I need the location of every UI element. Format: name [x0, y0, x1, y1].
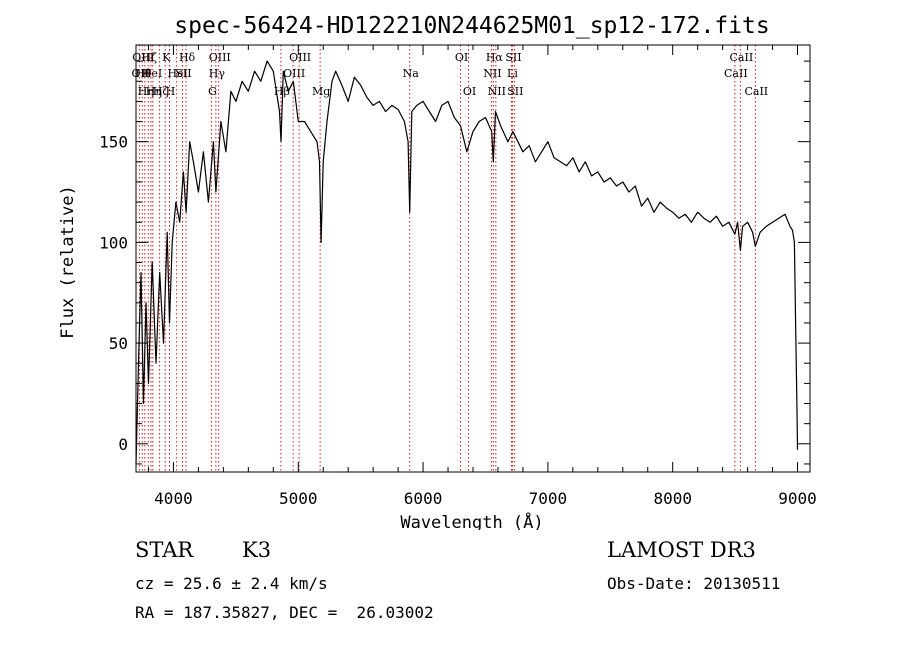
- spectral-line-label: NII: [488, 85, 506, 98]
- spectral-line-label: G: [208, 85, 217, 98]
- y-tick-label: 0: [118, 435, 128, 454]
- y-tick-label: 100: [99, 233, 128, 252]
- x-tick-label: 5000: [279, 489, 318, 508]
- spectral-line-label: Hα: [486, 51, 504, 64]
- spectral-line-label: CaII: [744, 85, 768, 98]
- spectral-line-label: SII: [175, 67, 191, 80]
- y-axis-ticks: 0 50 100 150: [99, 60, 810, 465]
- spectral-line-label: Hη: [138, 85, 154, 98]
- spectral-line-label: OIII: [289, 51, 311, 64]
- spectral-line-label: CaII: [724, 67, 748, 80]
- spectral-line-label: Hζ: [153, 85, 169, 98]
- observation-date: Obs-Date: 20130511: [607, 574, 781, 593]
- y-tick-label: 150: [99, 133, 128, 152]
- spectral-subclass: K3: [242, 538, 272, 562]
- spectral-line-label: OI: [455, 51, 468, 64]
- spectral-line-label: SII: [505, 51, 521, 64]
- spectral-line-label: Mg: [312, 85, 330, 98]
- spectral-line-label: H: [166, 85, 176, 98]
- x-tick-label: 9000: [778, 489, 817, 508]
- spectrum-chart: spec-56424-HD122210N244625M01_sp12-172.f…: [58, 13, 817, 530]
- x-tick-label: 4000: [154, 489, 193, 508]
- y-tick-label: 50: [109, 334, 128, 353]
- spectral-line-label: CaII: [730, 51, 754, 64]
- spectral-line-label: HeI: [142, 67, 162, 80]
- series-group: [135, 60, 799, 464]
- spectral-line-label: Na: [403, 67, 420, 80]
- spectral-line-label: Hβ: [274, 85, 290, 98]
- spectral-line-label: NII: [483, 67, 501, 80]
- x-tick-label: 6000: [404, 489, 443, 508]
- spectral-line-markers: OIIOIIIHθHηHζHeIHηHζKHHeISIIHδGHγOIIIHβO…: [132, 45, 768, 472]
- flux-series-line: [135, 60, 799, 464]
- redshift-velocity: cz = 25.6 ± 2.4 km/s: [135, 574, 328, 593]
- x-tick-label: 8000: [653, 489, 692, 508]
- x-axis-ticks: 4000 5000 6000 7000 8000 9000: [147, 45, 817, 508]
- x-tick-label: 7000: [529, 489, 568, 508]
- spectral-line-label: OI: [463, 85, 476, 98]
- x-axis-label: Wavelength (Å): [400, 511, 543, 530]
- spectral-line-label: SII: [507, 85, 523, 98]
- spectral-line-label: Hη: [146, 85, 162, 98]
- plot-frame: [135, 44, 811, 473]
- survey-name: LAMOST DR3: [607, 538, 756, 562]
- spectral-line-label: Hθ: [135, 67, 152, 80]
- spectral-line-label: OIII: [209, 51, 231, 64]
- object-class: STAR: [135, 538, 194, 562]
- spectral-line-label: K: [162, 51, 171, 64]
- spectral-line-label: Hζ: [141, 51, 157, 64]
- spectral-line-label: Hδ: [179, 51, 196, 64]
- spectral-line-label: OIII: [283, 67, 305, 80]
- chart-title: spec-56424-HD122210N244625M01_sp12-172.f…: [174, 13, 769, 39]
- y-axis-label: Flux (relative): [58, 185, 78, 339]
- spectral-line-label: Hγ: [209, 67, 226, 80]
- coordinates: RA = 187.35827, DEC = 26.03002: [135, 603, 434, 622]
